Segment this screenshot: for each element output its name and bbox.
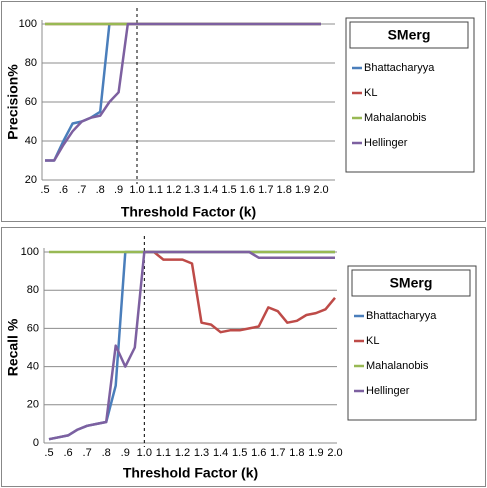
x-tick-label: 1.8 — [289, 447, 304, 459]
x-tick-label: 1.0 — [129, 184, 144, 196]
y-tick-label: 80 — [27, 284, 39, 296]
x-tick-label: 1.5 — [232, 447, 247, 459]
x-tick-label: 1.6 — [240, 184, 255, 196]
y-tick-label: 40 — [27, 361, 39, 373]
x-tick-label: 1.7 — [258, 184, 273, 196]
x-axis-title: Threshold Factor (k) — [121, 204, 256, 220]
x-tick-label: 2.0 — [313, 184, 328, 196]
x-tick-label: .9 — [121, 447, 130, 459]
y-axis-title: Recall % — [5, 318, 21, 376]
y-axis-title: Precision% — [5, 64, 21, 140]
x-tick-label: .9 — [114, 184, 123, 196]
series-line — [48, 250, 335, 441]
legend-label: Mahalanobis — [364, 112, 427, 124]
series-line — [144, 250, 336, 334]
legend-label: Bhattacharyya — [364, 62, 435, 74]
x-tick-label: 1.2 — [166, 184, 181, 196]
x-tick-label: 1.4 — [203, 184, 218, 196]
legend-title-box — [349, 21, 469, 49]
x-tick-label: 1.4 — [213, 447, 228, 459]
x-tick-label: .7 — [77, 184, 86, 196]
x-tick-label: 1.6 — [251, 447, 266, 459]
x-tick-label: .8 — [96, 184, 105, 196]
legend-label: Bhattacharyya — [366, 310, 437, 322]
y-tick-label: 60 — [25, 96, 37, 108]
legend-label: Hellinger — [366, 385, 410, 397]
x-tick-label: .5 — [40, 184, 49, 196]
x-tick-label: .5 — [44, 447, 53, 459]
y-tick-label: 80 — [25, 57, 37, 69]
x-tick-label: 1.9 — [295, 184, 310, 196]
y-tick-label: 100 — [21, 246, 39, 258]
x-tick-label: .6 — [59, 184, 68, 196]
x-tick-label: 1.3 — [194, 447, 209, 459]
x-tick-label: 1.1 — [148, 184, 163, 196]
series-line — [45, 22, 321, 162]
y-tick-label: 20 — [25, 174, 37, 186]
x-tick-label: 1.5 — [221, 184, 236, 196]
y-tick-label: 100 — [19, 18, 37, 30]
legend-label: Mahalanobis — [366, 360, 429, 372]
x-tick-label: 1.7 — [270, 447, 285, 459]
legend-label: KL — [364, 87, 377, 99]
x-axis-title: Threshold Factor (k) — [123, 465, 258, 481]
x-tick-label: .8 — [102, 447, 111, 459]
legend-label: Hellinger — [364, 137, 408, 149]
x-tick-label: 1.9 — [308, 447, 323, 459]
legend-title-box — [351, 269, 471, 297]
y-tick-label: 40 — [25, 135, 37, 147]
legend-title: SMerg — [390, 275, 433, 291]
x-tick-label: 1.2 — [175, 447, 190, 459]
x-tick-label: 1.8 — [277, 184, 292, 196]
x-tick-label: 1.3 — [185, 184, 200, 196]
y-tick-label: 60 — [27, 322, 39, 334]
x-tick-label: .7 — [83, 447, 92, 459]
legend-label: KL — [366, 335, 379, 347]
x-tick-label: 1.0 — [137, 447, 152, 459]
y-tick-label: 20 — [27, 399, 39, 411]
x-tick-label: 1.1 — [156, 447, 171, 459]
x-tick-label: 2.0 — [327, 447, 342, 459]
y-tick-label: 0 — [33, 437, 39, 449]
x-tick-label: .6 — [63, 447, 72, 459]
legend-title: SMerg — [388, 27, 431, 43]
